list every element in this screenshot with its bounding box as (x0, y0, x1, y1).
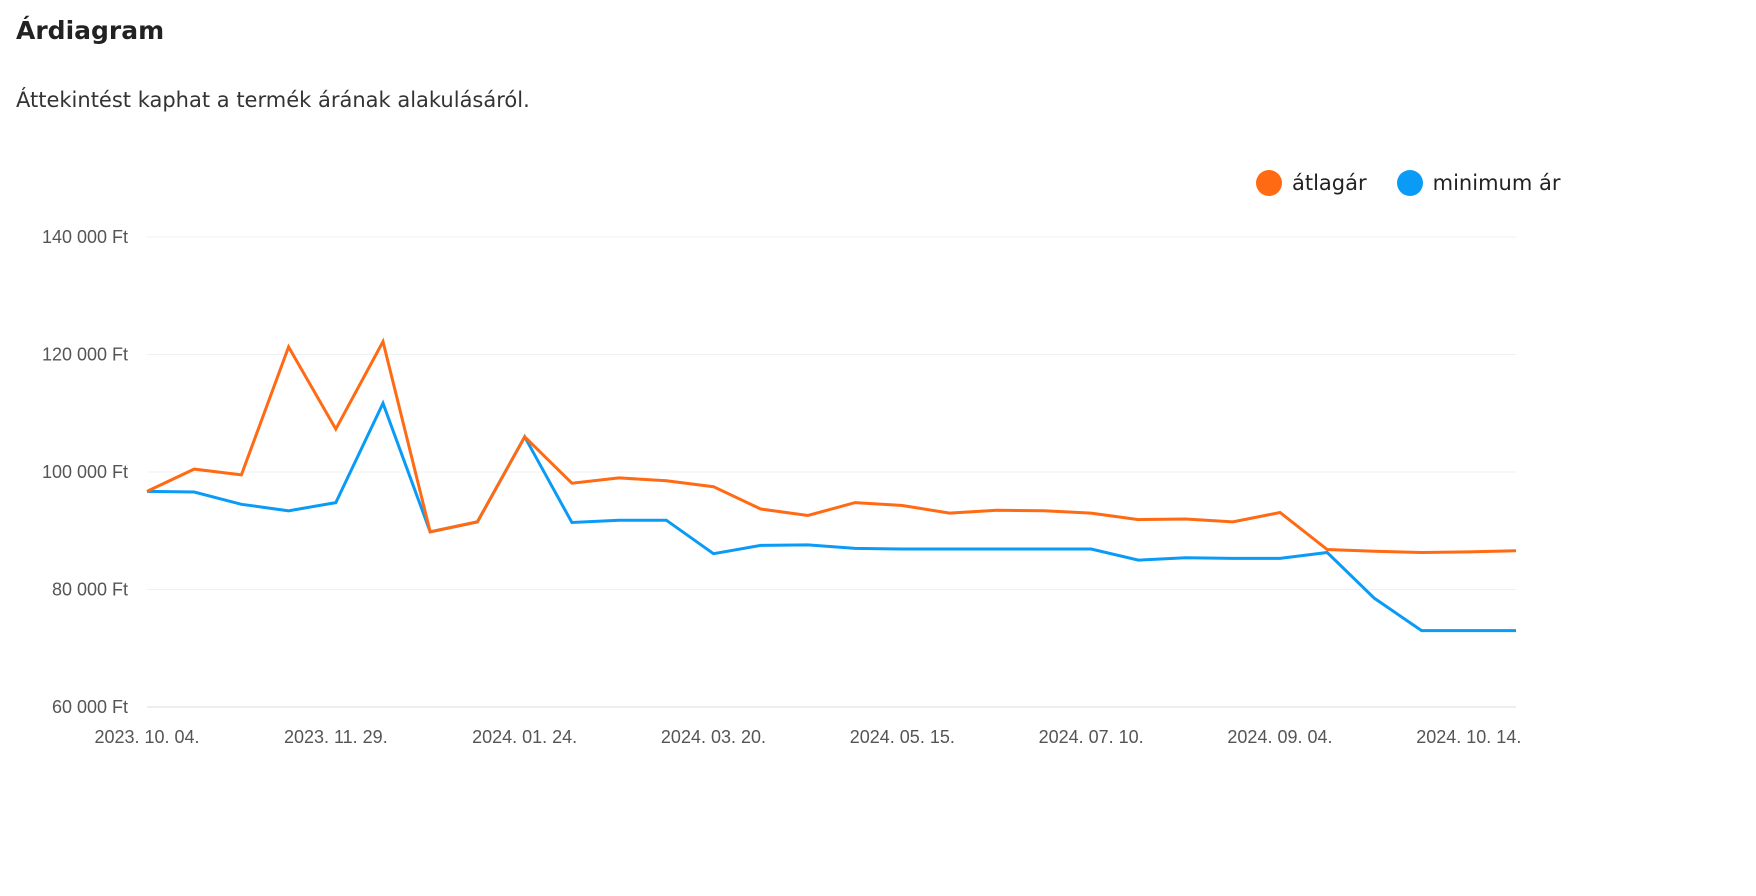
x-tick-label: 2024. 01. 24. (472, 727, 577, 747)
chart-legend: átlagár minimum ár (1256, 170, 1560, 196)
x-tick-label: 2024. 03. 20. (661, 727, 766, 747)
chart-area: 60 000 Ft 80 000 Ft 100 000 Ft 120 000 Ft 14… (42, 170, 1560, 747)
x-tick-label: 2024. 10. 14. (1416, 727, 1521, 747)
page-title: Árdiagram (16, 16, 165, 45)
legend-label-minimum: minimum ár (1432, 171, 1561, 195)
x-tick-label: 2024. 05. 15. (850, 727, 955, 747)
legend-item-average[interactable]: átlagár (1256, 170, 1367, 196)
x-tick-label: 2023. 10. 04. (94, 727, 199, 747)
legend-dot-minimum (1396, 170, 1423, 196)
y-tick-label: 140 000 Ft (42, 227, 128, 247)
price-chart: 60 000 Ft 80 000 Ft 100 000 Ft 120 000 Ft 14… (42, 227, 1521, 747)
series-line-average (146, 337, 1517, 555)
y-tick-label: 80 000 Ft (52, 580, 128, 600)
x-tick-label: 2024. 07. 10. (1039, 727, 1144, 747)
page-subtitle: Áttekintést kaphat a termék árának alaku… (16, 88, 530, 112)
x-tick-label: 2023. 11. 29. (284, 727, 388, 747)
x-tick-label: 2024. 09. 04. (1227, 727, 1332, 747)
series-line-minimum (146, 399, 1516, 633)
y-tick-label: 60 000 Ft (52, 697, 128, 717)
legend-label-average: átlagár (1292, 171, 1367, 195)
legend-dot-average (1256, 170, 1282, 196)
legend-item-minimum[interactable]: minimum ár (1396, 170, 1561, 196)
y-tick-label: 120 000 Ft (42, 345, 128, 365)
y-tick-label: 100 000 Ft (42, 462, 128, 482)
